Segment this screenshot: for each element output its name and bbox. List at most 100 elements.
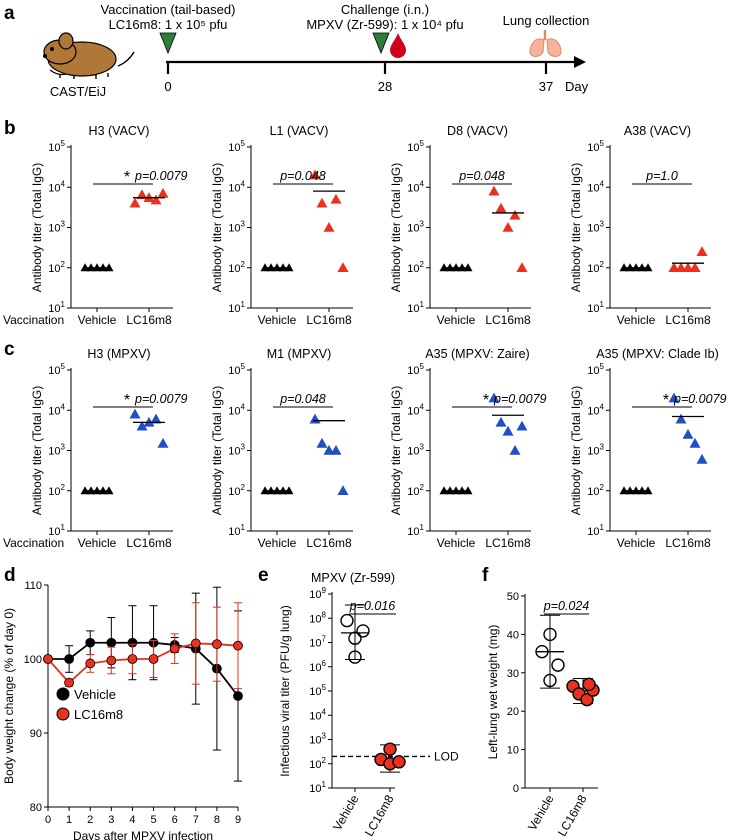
y-axis-label: Antibody titer (Total IgG) — [569, 386, 583, 515]
y-axis-label: Left-lung wet weight (mg) — [486, 625, 500, 760]
x-category-vehicle: Vehicle — [437, 536, 476, 550]
chart-title: H3 (MPXV) — [87, 347, 150, 361]
x-category-lc16m8: LC16m8 — [306, 536, 352, 550]
y-axis-label: Antibody titer (Total IgG) — [389, 386, 403, 515]
y-tick-label: 40 — [507, 629, 519, 641]
data-point-lc16m8 — [516, 262, 528, 273]
p-value-label: p=0.0079 — [493, 392, 547, 406]
antibody-chart-b2: 101 102 103 104 105 Vehicle LC16m8 Antibody tit… — [210, 124, 353, 327]
legend-marker-lc16m8 — [56, 707, 70, 721]
p-value-label: p=0.0079 — [134, 169, 188, 183]
vaccination-label: Vaccination (tail-based) — [101, 2, 236, 17]
y-tick-label: 104 — [407, 179, 424, 194]
vaccination-row-label: Vaccination — [3, 536, 64, 550]
y-axis-label: Antibody titer (Total IgG) — [389, 163, 403, 292]
x-category-vehicle: Vehicle — [78, 313, 117, 327]
data-point — [127, 654, 138, 664]
lod-label: LOD — [434, 749, 459, 763]
series-lc16m8 — [43, 602, 243, 690]
data-point-vehicle — [356, 624, 370, 638]
data-point-lc16m8 — [668, 262, 680, 273]
y-axis-label: Antibody titer (Total IgG) — [210, 386, 224, 515]
data-point-lc16m8 — [516, 420, 528, 431]
y-tick-label: 103 — [48, 220, 65, 235]
y-tick-label: 101 — [587, 523, 604, 538]
day-label-37: 37 — [539, 79, 553, 94]
antibody-chart-c2: 101 102 103 104 105 Vehicle LC16m8 Antibody tit… — [210, 347, 353, 550]
y-tick-label: 102 — [407, 483, 424, 498]
x-category-vehicle: Vehicle — [437, 313, 476, 327]
data-point-lc16m8 — [136, 420, 148, 431]
antibody-chart-c4: 101 102 103 104 105 Vehicle LC16m8 Antibody tit… — [569, 347, 727, 550]
series-line — [47, 642, 239, 684]
panel-label-e: e — [258, 565, 269, 586]
y-tick-label: 10 — [507, 745, 519, 757]
y-tick-label: 100 — [24, 654, 42, 666]
y-tick-label: 103 — [587, 220, 604, 235]
data-point-lc16m8 — [580, 692, 594, 707]
chart-title: D8 (VACV) — [447, 124, 508, 138]
panel-d-chart: 80 90 100 110 0 1 2 3 4 5 6 7 8 9 Days after MPXV infe… — [2, 580, 243, 840]
y-tick-label: 102 — [587, 483, 604, 498]
data-point-lc16m8 — [157, 437, 169, 448]
series-line — [48, 641, 239, 697]
y-tick-label: 110 — [24, 580, 42, 592]
y-tick-label: 102 — [309, 756, 326, 771]
y-tick-label: 105 — [407, 139, 424, 154]
y-axis-label: Infectious viral titer (PFU/g lung) — [278, 605, 292, 776]
data-point-lc16m8 — [682, 262, 694, 273]
data-point-lc16m8 — [157, 187, 169, 198]
significance-star: * — [124, 169, 130, 186]
timeline-arrowhead — [574, 56, 586, 68]
panel-c-charts: 101 102 103 104 105 Vehicle LC16m8 Vaccination A… — [3, 347, 727, 550]
panel-label-d: d — [4, 565, 16, 586]
lung-weight-chart: 0 10 20 30 40 50 Left-lung wet weight (mg) Vehi… — [486, 591, 600, 839]
y-tick-label: 104 — [587, 179, 604, 194]
data-point-lc16m8 — [330, 445, 342, 455]
x-category-vehicle: Vehicle — [525, 792, 557, 833]
data-point-vehicle — [551, 658, 565, 672]
x-category-vehicle: Vehicle — [258, 313, 297, 327]
x-tick-label: 3 — [108, 814, 114, 826]
x-category-lc16m8: LC16m8 — [485, 313, 531, 327]
p-value-label: p=0.024 — [543, 599, 590, 613]
y-tick-label: 104 — [48, 179, 65, 194]
y-tick-label: 101 — [48, 300, 65, 315]
data-point — [43, 654, 53, 664]
y-tick-label: 102 — [48, 260, 65, 275]
data-point-lc16m8 — [392, 755, 406, 769]
challenge-dose-label: MPXV (Zr-599): 1 x 10⁴ pfu — [306, 17, 463, 32]
y-tick-label: 103 — [407, 220, 424, 235]
x-category-vehicle: Vehicle — [78, 536, 117, 550]
data-point — [106, 655, 117, 666]
y-tick-label: 105 — [587, 362, 604, 377]
y-axis-label: Antibody titer (Total IgG) — [210, 163, 224, 292]
data-point-lc16m8 — [316, 197, 328, 208]
chart-title: L1 (VACV) — [270, 124, 329, 138]
y-tick-label: 107 — [309, 635, 326, 650]
data-point-lc16m8 — [682, 428, 694, 439]
data-point — [211, 639, 222, 650]
x-category-lc16m8: LC16m8 — [362, 792, 397, 839]
y-tick-label: 104 — [309, 707, 326, 722]
x-tick-label: 1 — [66, 814, 72, 826]
y-axis-label: Antibody titer (Total IgG) — [30, 163, 44, 292]
x-category-lc16m8: LC16m8 — [306, 313, 352, 327]
y-tick-label: 104 — [48, 402, 65, 417]
data-point-vehicle — [543, 627, 557, 642]
mouse-icon — [43, 32, 135, 79]
x-category-lc16m8: LC16m8 — [665, 536, 711, 550]
data-point-lc16m8 — [495, 416, 507, 427]
data-point-lc16m8 — [323, 222, 335, 232]
data-point-lc16m8 — [330, 193, 342, 204]
y-tick-label: 105 — [407, 362, 424, 377]
viral-titer-chart: 101 102 103 104 105 106 107 108 109 Infectious vi… — [278, 571, 459, 839]
data-point-lc16m8 — [309, 413, 321, 424]
data-point — [169, 643, 180, 654]
data-point — [148, 654, 159, 664]
vaccination-dose-label: LC16m8: 1 x 10⁵ pfu — [109, 17, 228, 32]
challenge-label: Challenge (i.n.) — [341, 2, 429, 17]
significance-star: * — [483, 392, 489, 409]
data-point-lc16m8 — [337, 262, 349, 273]
data-point-lc16m8 — [150, 413, 162, 424]
